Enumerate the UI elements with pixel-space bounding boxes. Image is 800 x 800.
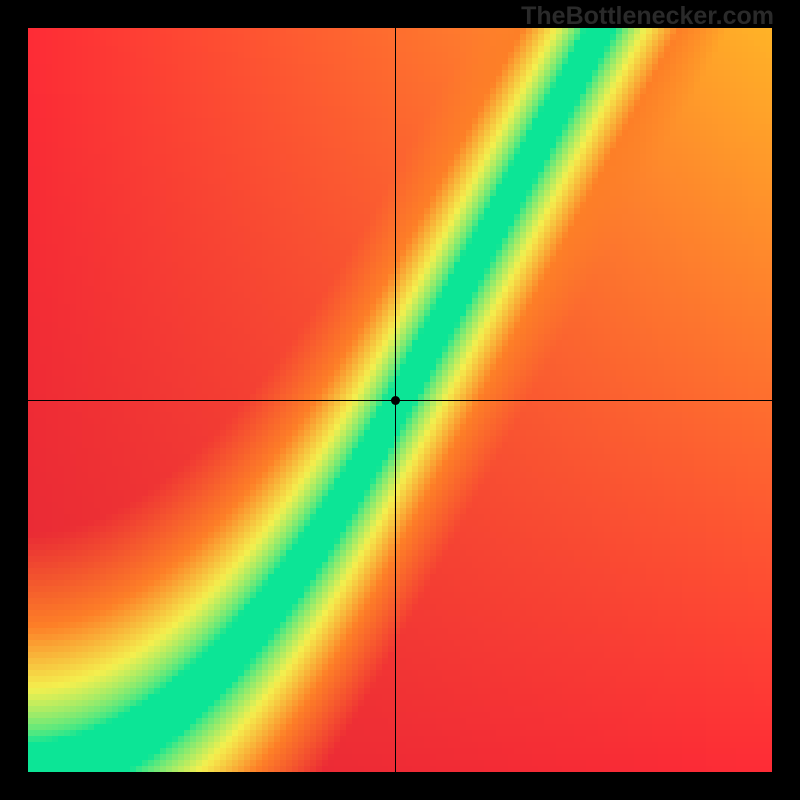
watermark-text: TheBottlenecker.com — [521, 2, 774, 31]
chart-container: TheBottlenecker.com — [0, 0, 800, 800]
crosshair-marker — [391, 396, 400, 405]
